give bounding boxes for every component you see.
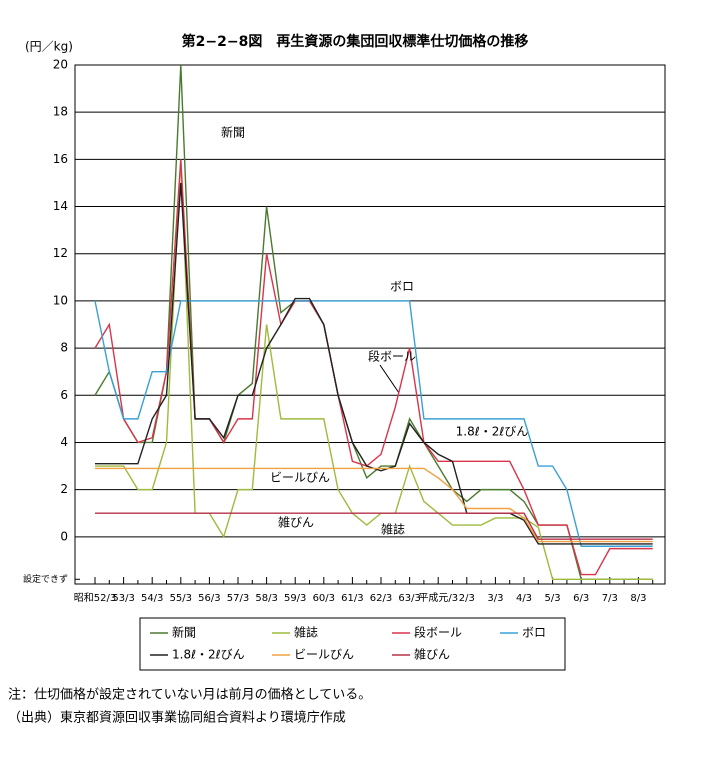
y-tick-label: 設定できず: [23, 573, 68, 585]
x-tick-label: 5/3: [545, 593, 561, 604]
x-tick-label: 63/3: [398, 593, 420, 604]
series-line: [94, 300, 653, 547]
x-tick-label: 8/3: [630, 593, 646, 604]
x-tick-label: 平成元/3: [418, 592, 458, 604]
legend-label: ボロ: [522, 626, 546, 640]
annotation: 雑誌: [381, 522, 405, 537]
x-tick-label: 2/3: [459, 593, 475, 604]
x-tick-label: 6/3: [573, 593, 589, 604]
x-tick-label: 62/3: [370, 593, 392, 604]
annotation: ビールびん: [270, 471, 330, 485]
y-tick-label: 6: [60, 388, 68, 402]
x-tick-label: 3/3: [487, 593, 503, 604]
series-line: [95, 512, 653, 540]
y-tick-label: 0: [60, 529, 68, 543]
y-tick-label: 20: [53, 58, 68, 72]
note: 注：仕切価格が設定されていない月は前月の価格としている。: [8, 687, 371, 703]
y-tick-label: 4: [60, 435, 68, 449]
x-tick-label: 54/3: [141, 593, 163, 604]
series-line: [95, 467, 653, 543]
annotation: 新聞: [221, 125, 245, 140]
annotation: 雑びん: [278, 515, 314, 530]
series-line: [95, 159, 653, 580]
note: （出典）東京都資源回収事業協同組合資料より環境庁作成: [8, 710, 346, 726]
x-tick-label: 59/3: [284, 593, 306, 604]
x-tick-label: 57/3: [227, 593, 249, 604]
series-line: [94, 159, 653, 576]
annotation: 段ボール: [368, 349, 416, 364]
x-tick-label: 61/3: [341, 593, 363, 604]
y-tick-label: 8: [60, 341, 68, 355]
legend-label: 雑びん: [414, 647, 450, 662]
y-tick-label: 16: [53, 152, 68, 166]
legend-label: 雑誌: [294, 625, 318, 640]
x-tick-label: 56/3: [198, 593, 220, 604]
legend-label: 新聞: [172, 625, 196, 640]
legend-label: 段ボール: [414, 625, 462, 640]
x-tick-label: 53/3: [112, 593, 134, 604]
x-tick-label: 7/3: [602, 593, 618, 604]
plot-frame: [74, 64, 666, 585]
y-tick-label: 18: [53, 105, 68, 119]
y-tick-label: 14: [53, 199, 68, 213]
x-tick-label: 60/3: [313, 593, 335, 604]
legend-box: [139, 617, 566, 671]
y-tick-label: 12: [53, 246, 68, 260]
annotation: ボロ: [390, 280, 414, 294]
annotation: 1.8ℓ・2ℓびん: [456, 425, 529, 439]
series-line: [94, 64, 653, 580]
x-tick-label: 58/3: [255, 593, 277, 604]
x-tick-label: 55/3: [170, 593, 192, 604]
x-tick-label: 昭和52/3: [74, 592, 116, 604]
y-axis-label: (円／kg): [25, 40, 73, 54]
chart-title: 第2−2−8図 再生資源の集団回収標準仕切価格の推移: [182, 33, 529, 50]
y-tick-label: 2: [60, 482, 68, 496]
y-tick-label: 10: [53, 293, 68, 307]
legend-label: ビールびん: [294, 648, 354, 662]
x-tick-label: 4/3: [516, 593, 532, 604]
annotation-arrow: [379, 364, 400, 394]
legend-label: 1.8ℓ・2ℓびん: [172, 648, 245, 662]
